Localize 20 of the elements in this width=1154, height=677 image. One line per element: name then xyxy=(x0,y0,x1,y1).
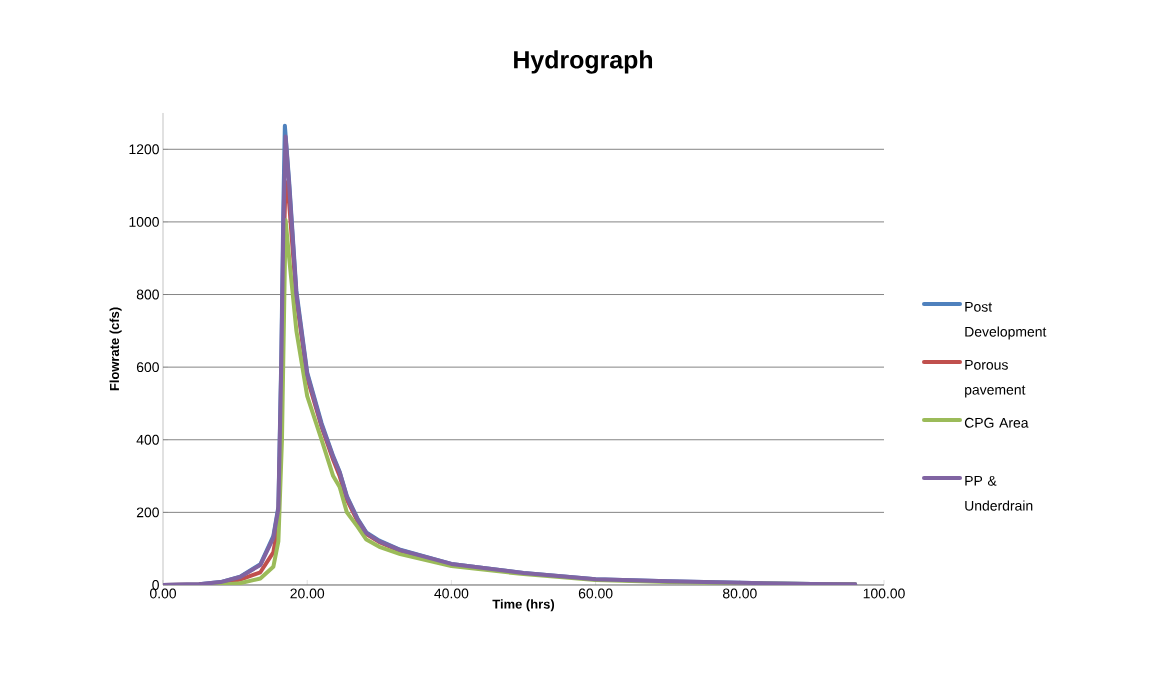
x-tick-label: 60.00 xyxy=(578,588,613,599)
x-axis-title: Time (hrs) xyxy=(492,599,555,612)
y-tick-label: 800 xyxy=(136,289,159,300)
x-tick-label: 40.00 xyxy=(434,588,469,599)
legend-label: CPG Area xyxy=(964,417,1029,428)
legend-label: Post Development xyxy=(965,302,1047,340)
y-tick-label: 1200 xyxy=(129,144,159,155)
y-tick-label: 0 xyxy=(152,580,159,590)
legend-label: Porous pavement xyxy=(965,360,1026,398)
y-tick-label: 400 xyxy=(136,434,159,445)
x-tick-label: 20.00 xyxy=(290,588,325,599)
y-tick-label: 1000 xyxy=(129,216,159,227)
x-tick-label: 0.00 xyxy=(149,588,177,599)
x-tick-label: 100.00 xyxy=(863,588,905,599)
chart-title: Hydrograph xyxy=(514,50,653,74)
y-axis-title: Flowrate (cfs) xyxy=(109,307,122,391)
legend-label: PP & Underdrain xyxy=(965,475,1033,511)
x-tick-label: 80.00 xyxy=(722,588,757,599)
y-tick-label: 200 xyxy=(136,507,159,518)
y-tick-label: 600 xyxy=(136,362,159,373)
